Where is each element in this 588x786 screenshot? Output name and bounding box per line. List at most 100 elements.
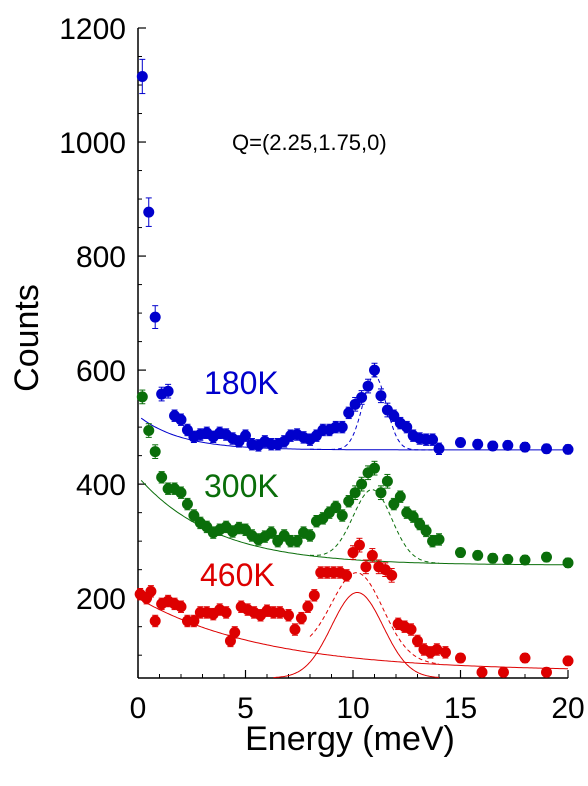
data-point xyxy=(143,425,155,437)
data-point xyxy=(353,539,365,551)
data-point xyxy=(562,557,574,569)
data-point xyxy=(541,443,552,455)
series-label-180k: 180K xyxy=(204,365,279,401)
data-point xyxy=(295,612,307,624)
data-point xyxy=(388,498,400,510)
data-point xyxy=(541,551,552,563)
data-point xyxy=(502,553,514,565)
data-point xyxy=(347,547,359,559)
y-tick-label: 800 xyxy=(76,241,126,274)
y-tick-label: 600 xyxy=(76,355,126,388)
data-point xyxy=(143,206,155,218)
data-point xyxy=(229,626,241,638)
x-axis-title: Energy (meV) xyxy=(245,720,455,758)
data-point xyxy=(401,421,413,433)
y-tick-label: 1000 xyxy=(59,127,126,160)
data-point xyxy=(412,635,423,647)
data-point xyxy=(502,439,514,451)
data-point xyxy=(265,527,277,539)
data-point xyxy=(274,606,286,618)
total-fit-curve xyxy=(309,572,439,665)
data-point xyxy=(162,385,174,397)
y-tick-label: 400 xyxy=(76,469,126,502)
axes: 0 5 10 15 20 200 400 600 800 1000 1200 xyxy=(59,13,584,725)
data-point xyxy=(562,443,574,455)
data-point xyxy=(349,398,361,410)
data-point xyxy=(519,652,531,664)
fit-curves xyxy=(140,375,568,679)
data-point xyxy=(472,549,484,561)
data-point xyxy=(487,440,499,452)
y-axis-title: Counts xyxy=(8,284,46,392)
y-tick-label: 1200 xyxy=(59,13,126,46)
peak-component-curve xyxy=(273,592,439,679)
data-point xyxy=(455,652,466,664)
x-tick-label: 5 xyxy=(237,692,254,725)
data-point xyxy=(175,487,187,499)
data-point xyxy=(369,364,380,376)
data-point xyxy=(375,390,387,402)
data-point xyxy=(149,446,161,458)
data-point xyxy=(455,547,466,559)
data-point xyxy=(487,552,499,564)
data-point xyxy=(356,478,368,490)
data-point xyxy=(149,311,161,323)
data-point xyxy=(541,666,552,678)
data-series xyxy=(134,58,574,678)
x-tick-label: 10 xyxy=(336,692,369,725)
data-point xyxy=(308,589,320,601)
series-180k xyxy=(136,58,574,455)
data-point xyxy=(349,487,361,499)
data-point xyxy=(304,529,316,541)
data-point xyxy=(291,535,303,547)
series-460k xyxy=(134,537,574,678)
data-point xyxy=(360,561,372,573)
data-point xyxy=(369,462,380,474)
series-300k xyxy=(136,389,574,569)
data-point xyxy=(433,533,445,545)
data-point xyxy=(433,443,445,455)
data-point xyxy=(420,525,432,537)
data-point xyxy=(405,624,417,636)
data-point xyxy=(330,501,342,513)
data-point xyxy=(188,510,200,521)
data-point xyxy=(343,495,355,507)
data-point xyxy=(386,569,398,581)
data-point xyxy=(343,407,355,419)
data-point xyxy=(562,655,574,667)
data-point xyxy=(388,410,400,422)
data-point xyxy=(149,615,161,627)
data-point xyxy=(220,606,232,618)
data-point xyxy=(156,471,168,483)
data-point xyxy=(336,510,348,521)
data-point xyxy=(302,601,314,613)
data-point xyxy=(136,391,148,403)
background-fit-curve xyxy=(140,417,568,451)
data-point xyxy=(427,434,439,446)
x-tick-label: 0 xyxy=(130,692,147,725)
data-point xyxy=(175,414,187,426)
data-point xyxy=(366,549,378,561)
data-point xyxy=(394,491,406,503)
data-point xyxy=(498,666,509,678)
x-tick-label: 20 xyxy=(551,692,584,725)
data-point xyxy=(289,624,301,636)
data-point xyxy=(188,615,200,627)
data-point xyxy=(136,70,148,82)
q-annotation: Q=(2.25,1.75,0) xyxy=(232,130,387,155)
data-point xyxy=(145,585,157,597)
data-point xyxy=(283,609,294,621)
series-label-460k: 460K xyxy=(200,557,275,593)
data-point xyxy=(407,511,419,523)
background-fit-curve xyxy=(140,599,568,670)
total-fit-curve xyxy=(310,489,440,564)
data-point xyxy=(356,391,368,403)
data-point xyxy=(455,437,466,449)
x-tick-label: 15 xyxy=(444,692,477,725)
data-point xyxy=(175,601,187,613)
data-point xyxy=(181,424,193,436)
data-point xyxy=(439,646,451,658)
data-point xyxy=(341,569,353,581)
data-point xyxy=(519,441,531,453)
